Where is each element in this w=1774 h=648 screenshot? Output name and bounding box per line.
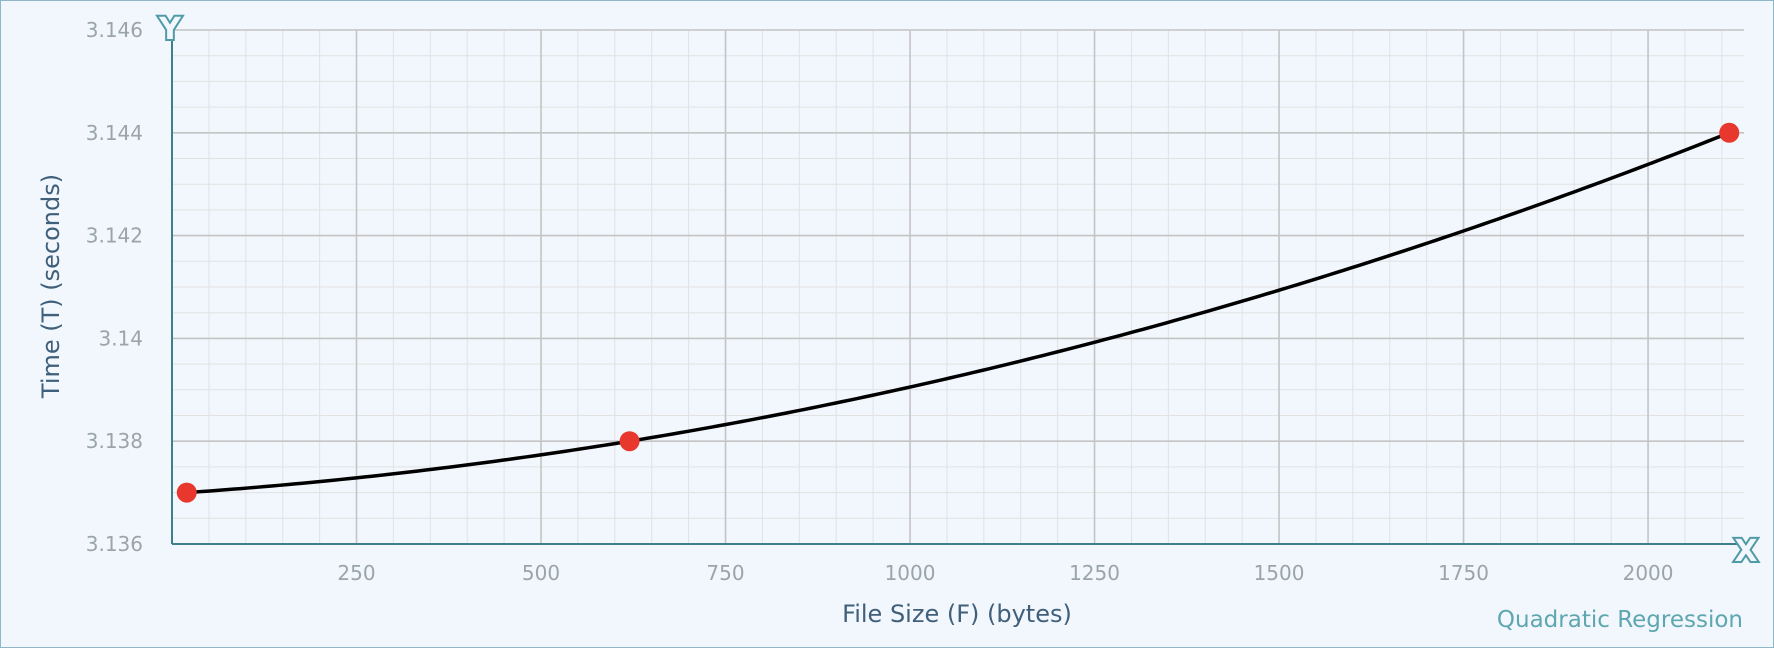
minor-grid <box>171 29 1744 545</box>
axes <box>171 26 1744 545</box>
x-tick-labels: 250 500 750 1000 1250 1500 1750 2000 <box>337 561 1673 585</box>
y-tick-label: 3.138 <box>86 429 143 453</box>
x-tick-label: 2000 <box>1623 561 1674 585</box>
x-tick-label: 1250 <box>1069 561 1120 585</box>
y-tick-label: 3.142 <box>86 224 143 248</box>
regression-curve <box>186 131 1730 495</box>
x-tick-label: 250 <box>337 561 375 585</box>
data-point <box>619 431 640 452</box>
y-tick-label: 3.136 <box>86 532 143 556</box>
x-tick-label: 1000 <box>885 561 936 585</box>
regression-curve-layer <box>186 131 1730 495</box>
data-point <box>176 482 197 503</box>
y-tick-labels: 3.136 3.138 3.14 3.142 3.144 3.146 <box>86 18 143 556</box>
y-axis-marker: Y <box>158 12 182 47</box>
y-tick-label: 3.144 <box>86 121 143 145</box>
x-axis-marker: X <box>1734 534 1757 569</box>
data-points <box>176 122 1740 503</box>
x-tick-label: 1750 <box>1438 561 1489 585</box>
data-point <box>1719 122 1740 143</box>
regression-type-label: Quadratic Regression <box>1497 607 1743 633</box>
y-tick-label: 3.146 <box>86 18 143 42</box>
x-tick-label: 500 <box>522 561 560 585</box>
y-tick-label: 3.14 <box>98 326 143 350</box>
x-tick-label: 750 <box>706 561 744 585</box>
x-axis-label: File Size (F) (bytes) <box>842 600 1072 628</box>
x-tick-label: 1500 <box>1254 561 1305 585</box>
y-axis-label: Time (T) (seconds) <box>37 174 65 399</box>
